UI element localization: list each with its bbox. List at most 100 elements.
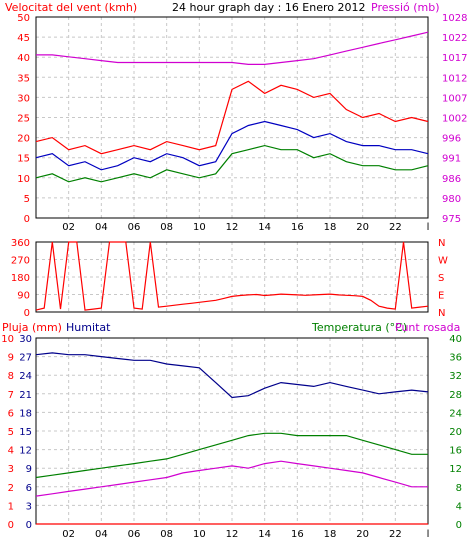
temperature-line bbox=[35, 432, 428, 479]
pressure-tick-label: 1017 bbox=[442, 53, 467, 64]
x-tick-label: 04 bbox=[95, 529, 108, 540]
pressure-line bbox=[36, 31, 429, 65]
rain-tick-label: 5 bbox=[8, 427, 14, 438]
wind-pressure-grid bbox=[36, 17, 429, 218]
wind-direction-axis: 360 270 180 90 0 bbox=[11, 238, 30, 319]
direction-tick-label: 0 bbox=[24, 308, 30, 319]
x-tick-label: 02 bbox=[62, 529, 75, 540]
humidity-tick-label: 9 bbox=[26, 464, 32, 475]
pressure-tick-label: 980 bbox=[442, 194, 461, 205]
pressure-tick-label: 986 bbox=[442, 174, 461, 185]
direction-tick-label: 360 bbox=[11, 238, 30, 249]
x-tick-label: 20 bbox=[356, 222, 369, 233]
pressure-axis: 1028 1022 1017 1012 1007 1002 996 991 986 980 975 bbox=[442, 13, 467, 225]
wind-minimum-line bbox=[35, 144, 429, 183]
wind-direction-frame bbox=[35, 241, 429, 313]
pressure-tick-label: 1012 bbox=[442, 73, 467, 84]
x-tick-label: 10 bbox=[193, 222, 206, 233]
x-tick-label: 06 bbox=[128, 222, 141, 233]
wind-tick-label: 25 bbox=[17, 114, 30, 125]
temperature-tick-label: 20 bbox=[449, 427, 462, 438]
wind-tick-label: 45 bbox=[17, 33, 30, 44]
humidity-tick-label: 27 bbox=[19, 353, 32, 364]
humidity-tick-label: 18 bbox=[19, 408, 32, 419]
wind-tick-label: 35 bbox=[17, 73, 30, 84]
temperature-tick-label: 28 bbox=[449, 390, 462, 401]
rain-tick-label: 2 bbox=[8, 483, 14, 494]
rain-tick-label: 10 bbox=[1, 334, 14, 345]
x-tick-label: 08 bbox=[160, 222, 173, 233]
wind-pressure-lines bbox=[35, 31, 429, 183]
temperature-label: Temperatura (°C) bbox=[311, 321, 407, 334]
humidity-tick-label: 6 bbox=[26, 483, 32, 494]
pressure-tick-label: 1002 bbox=[442, 114, 467, 125]
compass-tick-label: W bbox=[438, 256, 448, 267]
humidity-line bbox=[35, 352, 429, 399]
x-tick-label: l bbox=[427, 222, 430, 233]
x-tick-label: 14 bbox=[258, 222, 271, 233]
direction-tick-label: 90 bbox=[17, 291, 30, 302]
humidity-tick-label: 0 bbox=[26, 520, 32, 531]
compass-tick-label: S bbox=[438, 273, 444, 284]
temperature-tick-label: 24 bbox=[449, 408, 462, 419]
humidity-label: Humitat bbox=[66, 321, 111, 334]
chart-title: 24 hour graph day : 16 Enero 2012 bbox=[172, 1, 366, 14]
x-tick-label: 04 bbox=[95, 222, 108, 233]
wind-direction-lines bbox=[35, 241, 429, 311]
wind-tick-label: 15 bbox=[17, 154, 30, 165]
humidity-temperature-lines bbox=[35, 352, 429, 525]
humidity-tick-label: 30 bbox=[19, 334, 32, 345]
wind-tick-label: 0 bbox=[24, 214, 30, 225]
wind-direction-line bbox=[35, 241, 429, 311]
temperature-tick-label: 32 bbox=[449, 371, 462, 382]
rain-tick-label: 4 bbox=[8, 446, 14, 457]
x-tick-label: 06 bbox=[128, 529, 141, 540]
wind-tick-label: 30 bbox=[17, 93, 30, 104]
x-tick-label: 12 bbox=[226, 529, 239, 540]
humidity-temperature-x-axis: 02 04 06 08 10 12 14 16 18 20 22 l bbox=[62, 529, 429, 540]
wind-direction-grid bbox=[36, 242, 429, 312]
dewpoint-line bbox=[35, 460, 428, 497]
temperature-tick-label: 0 bbox=[456, 520, 462, 531]
rain-label: Pluja (mm) bbox=[2, 321, 62, 334]
pressure-tick-label: 1007 bbox=[442, 93, 467, 104]
wind-tick-label: 20 bbox=[17, 134, 30, 145]
x-tick-label: 16 bbox=[291, 222, 304, 233]
x-tick-label: 18 bbox=[324, 222, 337, 233]
temperature-tick-label: 8 bbox=[456, 483, 462, 494]
x-tick-label: 20 bbox=[356, 529, 369, 540]
pressure-tick-label: 991 bbox=[442, 154, 461, 165]
wind-tick-label: 50 bbox=[17, 13, 30, 24]
wind-tick-label: 5 bbox=[24, 194, 30, 205]
compass-tick-label: N bbox=[438, 238, 445, 249]
humidity-temperature-grid bbox=[36, 338, 429, 524]
x-tick-label: 14 bbox=[258, 529, 271, 540]
x-tick-label: 22 bbox=[389, 529, 402, 540]
rain-tick-label: 8 bbox=[8, 371, 14, 382]
temperature-tick-label: 16 bbox=[449, 446, 462, 457]
wind-pressure-x-axis: 02 04 06 08 10 12 14 16 18 20 22 l bbox=[62, 222, 429, 233]
temperature-tick-label: 12 bbox=[449, 464, 462, 475]
direction-tick-label: 180 bbox=[11, 273, 30, 284]
wind-gust-line bbox=[35, 80, 429, 155]
wind-speed-label: Velocitat del vent (kmh) bbox=[5, 1, 137, 14]
pressure-tick-label: 975 bbox=[442, 214, 461, 225]
x-tick-label: 12 bbox=[226, 222, 239, 233]
wind-pressure-frame bbox=[35, 16, 429, 219]
x-tick-label: 10 bbox=[193, 529, 206, 540]
rain-tick-label: 1 bbox=[8, 501, 14, 512]
temperature-tick-label: 4 bbox=[456, 501, 462, 512]
humidity-tick-label: 21 bbox=[19, 390, 32, 401]
pressure-tick-label: 1028 bbox=[442, 13, 467, 24]
x-tick-label: l bbox=[427, 529, 430, 540]
x-tick-label: 02 bbox=[62, 222, 75, 233]
rain-tick-label: 0 bbox=[8, 520, 14, 531]
humidity-tick-label: 12 bbox=[19, 446, 32, 457]
rain-tick-label: 3 bbox=[8, 464, 14, 475]
x-tick-label: 22 bbox=[389, 222, 402, 233]
